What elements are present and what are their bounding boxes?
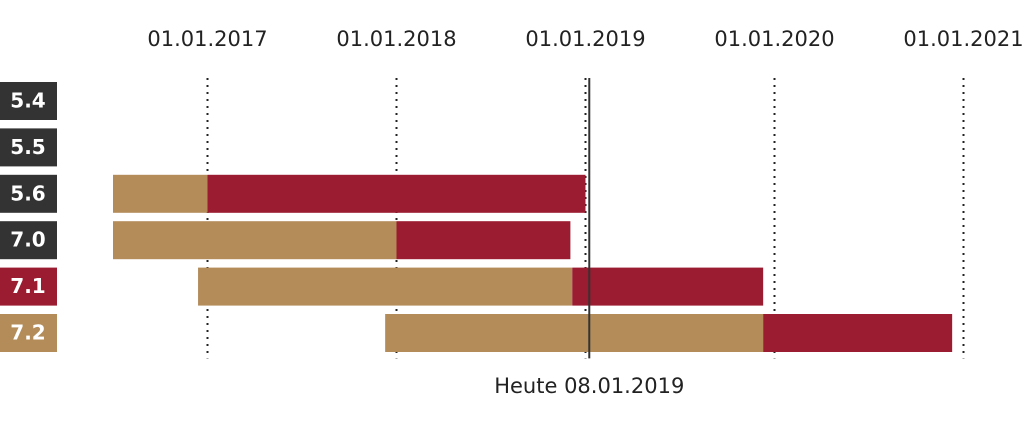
version-box bbox=[0, 82, 57, 120]
support-bar bbox=[396, 221, 571, 260]
version-box bbox=[0, 221, 57, 260]
version-label: 7.2 bbox=[10, 321, 45, 345]
support-bar bbox=[113, 221, 397, 260]
x-tick-label: 01.01.2017 bbox=[147, 27, 267, 51]
support-bar bbox=[198, 267, 573, 306]
version-label: 7.1 bbox=[10, 274, 45, 298]
version-label: 5.5 bbox=[10, 135, 45, 159]
version-label: 7.0 bbox=[10, 228, 45, 252]
version-label: 5.6 bbox=[10, 181, 45, 205]
x-tick-label: 01.01.2020 bbox=[714, 27, 834, 51]
x-tick-label: 01.01.2018 bbox=[336, 27, 456, 51]
support-bar bbox=[385, 314, 764, 352]
x-tick-label: 01.01.2021 bbox=[903, 27, 1023, 51]
version-box bbox=[0, 128, 57, 167]
x-tick-label: 01.01.2019 bbox=[525, 27, 645, 51]
support-bar bbox=[207, 174, 586, 213]
today-label: Heute 08.01.2019 bbox=[494, 374, 684, 398]
version-box bbox=[0, 267, 57, 306]
support-bar bbox=[113, 174, 208, 213]
version-box bbox=[0, 314, 57, 352]
support-bar bbox=[763, 314, 953, 352]
support-bar bbox=[572, 267, 764, 306]
version-label: 5.4 bbox=[10, 89, 45, 113]
version-box bbox=[0, 174, 57, 213]
